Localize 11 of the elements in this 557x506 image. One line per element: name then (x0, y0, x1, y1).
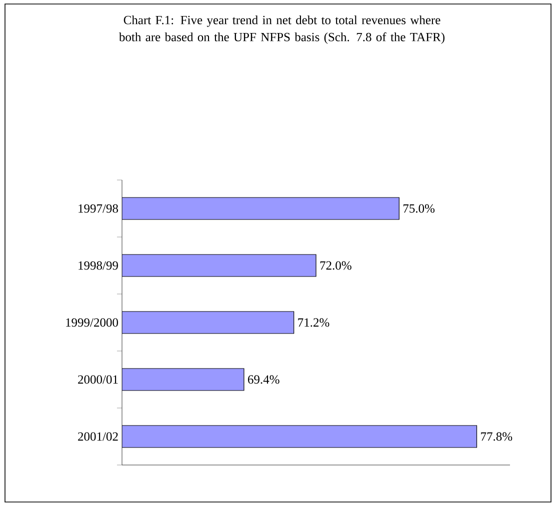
chart-title: Chart F.1: Five year trend in net debt to total revenues where both are based on the UPF NFPS basis (Sch. 7.8 of the TAFR) (118, 16, 444, 44)
y-tick-label: 1999/2000 (66, 318, 118, 327)
data-label: 69.4% (248, 375, 280, 384)
data-label: 75.0% (403, 204, 435, 213)
data-label: 71.2% (298, 318, 330, 327)
y-tick-label: 1998/99 (78, 261, 118, 270)
y-tick-label: 1997/98 (78, 204, 118, 213)
y-tick-label: 2001/02 (78, 432, 118, 441)
data-label: 77.8% (481, 432, 512, 441)
y-tick-label: 2000/01 (78, 375, 118, 384)
data-label: 72.0% (320, 261, 352, 270)
